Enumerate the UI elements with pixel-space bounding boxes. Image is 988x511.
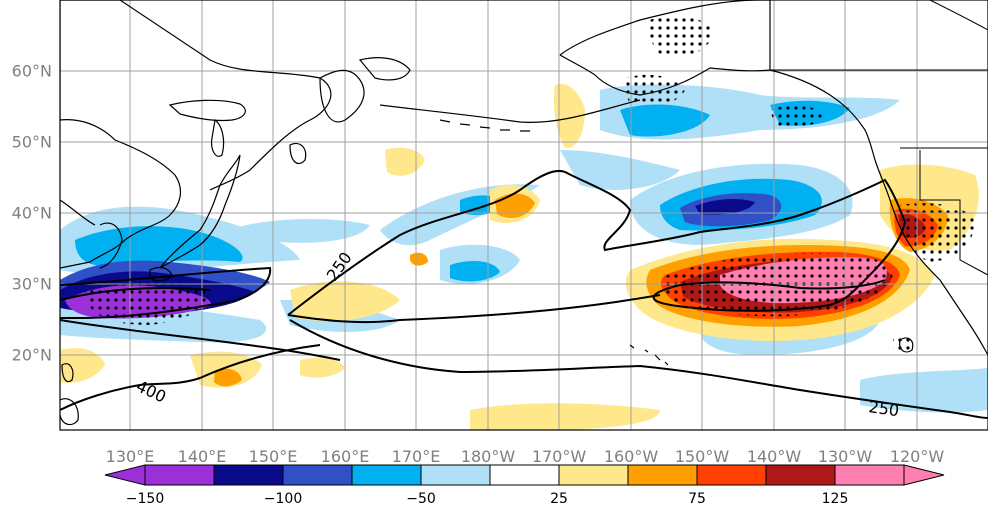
colorbar-tick-75: 75	[688, 491, 706, 507]
colorbar-tick-125: 125	[821, 491, 849, 507]
lon-label-170e: 170°E	[391, 447, 441, 466]
lat-label-60n: 60°N	[11, 61, 52, 81]
colorbar-tick--50: −50	[406, 491, 436, 507]
colorbar	[104, 464, 945, 486]
lon-label-150e: 150°E	[248, 447, 298, 466]
lon-label-130e: 130°E	[105, 447, 155, 466]
lon-label-160e: 160°E	[320, 447, 370, 466]
colorbar-segment-yellow	[558, 464, 629, 486]
lon-label-170w: 170°W	[531, 447, 587, 466]
contour-label-250-east: 250	[867, 397, 900, 420]
colorbar-segment-navy	[213, 464, 284, 486]
lon-label-130w: 130°W	[817, 447, 873, 466]
colorbar-segment-white	[489, 464, 560, 486]
climatology-contours	[60, 170, 988, 419]
map-gridlines	[60, 0, 988, 430]
coastlines	[60, 0, 988, 426]
colorbar-segment-dark-red	[765, 464, 836, 486]
country-borders	[769, 0, 988, 276]
lon-label-140w: 140°W	[746, 447, 802, 466]
colorbar-tick-25: 25	[550, 491, 568, 507]
map-plot-area: 250 400 250	[60, 0, 988, 430]
colorbar-tick--100: −100	[263, 491, 303, 507]
lon-label-180w: 180°W	[460, 447, 516, 466]
colorbar-segment-purple	[144, 464, 215, 486]
colorbar-segment-lt-150	[104, 464, 146, 486]
lon-label-120w: 120°W	[889, 447, 945, 466]
colorbar-segment-blue	[282, 464, 353, 486]
lon-label-150w: 150°W	[674, 447, 730, 466]
lon-label-140e: 140°E	[177, 447, 227, 466]
colorbar-segment-red-orange	[696, 464, 767, 486]
colorbar-segment-orange	[627, 464, 698, 486]
colorbar-segment-pink	[834, 464, 905, 486]
lat-label-40n: 40°N	[11, 203, 52, 223]
colorbar-segment-gt-150	[903, 464, 945, 486]
lat-label-30n: 30°N	[11, 274, 52, 294]
lon-label-160w: 160°W	[603, 447, 659, 466]
lat-label-20n: 20°N	[11, 345, 52, 365]
map-frame	[59, 0, 988, 431]
lat-label-50n: 50°N	[11, 132, 52, 152]
colorbar-tick--150: −150	[125, 491, 165, 507]
colorbar-segment-light-blue	[420, 464, 491, 486]
colorbar-segment-cyan	[351, 464, 422, 486]
